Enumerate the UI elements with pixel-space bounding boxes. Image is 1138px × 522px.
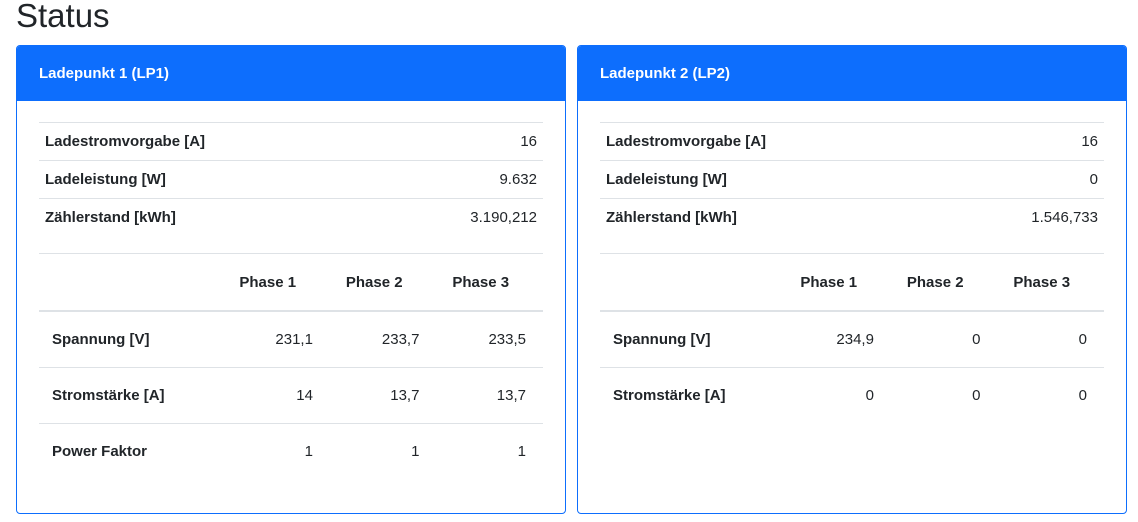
summary-table: Ladestromvorgabe [A] 16 Ladeleistung [W] 9.… bbox=[39, 122, 543, 236]
phase-header: Phase 3 bbox=[427, 253, 534, 312]
empty-header bbox=[39, 253, 215, 312]
row-value: 1.546,733 bbox=[945, 198, 1104, 236]
phase-value: 233,5 bbox=[427, 311, 534, 368]
phase-value: 1 bbox=[517, 443, 526, 460]
card-header: Ladepunkt 2 (LP2) bbox=[578, 46, 1126, 101]
phase-value: 0 bbox=[988, 311, 1095, 368]
card-lp1: Ladepunkt 1 (LP1) Ladestromvorgabe [A] 16 L… bbox=[16, 45, 566, 514]
phase-value: 231,1 bbox=[214, 311, 321, 368]
table-row: Ladestromvorgabe [A] 16 bbox=[39, 122, 543, 161]
row-value: 16 bbox=[384, 122, 543, 161]
row-label: Stromstärke [A] bbox=[613, 387, 726, 404]
row-label: Zählerstand [kWh] bbox=[39, 198, 385, 236]
phase-header: Phase 2 bbox=[881, 253, 989, 312]
table-row: Spannung [V] 231,1 233,7 233,5 bbox=[39, 311, 543, 368]
phase-header: Phase 2 bbox=[320, 253, 428, 312]
row-value: 9.632 bbox=[384, 160, 543, 199]
summary-table: Ladestromvorgabe [A] 16 Ladeleistung [W] 0 Z… bbox=[600, 122, 1104, 236]
phase-table: Phase 1 Phase 2 Phase 3 Spannung [V] 234,9 0 0… bbox=[600, 253, 1104, 423]
phase-value: 233,7 bbox=[320, 311, 428, 368]
spacer bbox=[534, 367, 543, 424]
row-label: Zählerstand [kWh] bbox=[600, 198, 946, 236]
spacer bbox=[1095, 253, 1104, 312]
row-label: Ladeleistung [W] bbox=[600, 160, 946, 199]
spacer bbox=[534, 424, 543, 480]
phase-value: 13,7 bbox=[320, 367, 428, 424]
phase-value: 0 bbox=[865, 387, 874, 404]
card-header: Ladepunkt 1 (LP1) bbox=[17, 46, 565, 101]
row-label: Ladeleistung [W] bbox=[39, 160, 385, 199]
spacer bbox=[534, 311, 543, 368]
spacer bbox=[1095, 368, 1104, 424]
row-label: Stromstärke [A] bbox=[39, 367, 215, 424]
table-row: Power Faktor 1 1 1 bbox=[39, 424, 543, 480]
phase-value: 13,7 bbox=[427, 367, 534, 424]
card-lp2: Ladepunkt 2 (LP2) Ladestromvorgabe [A] 16 L… bbox=[577, 45, 1127, 514]
table-row: Ladestromvorgabe [A] 16 bbox=[600, 122, 1104, 161]
row-value: 3.190,212 bbox=[384, 198, 543, 236]
table-row: Zählerstand [kWh] 3.190,212 bbox=[39, 198, 543, 236]
phase-value: 0 bbox=[881, 311, 989, 368]
row-value: 16 bbox=[945, 122, 1104, 161]
phase-value: 0 bbox=[972, 387, 981, 404]
row-label: Spannung [V] bbox=[600, 311, 776, 368]
spacer bbox=[534, 253, 543, 312]
phase-value: 0 bbox=[1078, 387, 1087, 404]
phase-value: 1 bbox=[411, 443, 420, 460]
phase-header: Phase 1 bbox=[775, 253, 882, 312]
row-value: 0 bbox=[945, 160, 1104, 199]
row-label: Ladestromvorgabe [A] bbox=[600, 122, 946, 161]
row-label: Power Faktor bbox=[52, 443, 148, 460]
phase-value: 1 bbox=[304, 443, 313, 460]
phase-value: 234,9 bbox=[775, 311, 882, 368]
phase-table: Phase 1 Phase 2 Phase 3 Spannung [V] 231,1 23… bbox=[39, 253, 543, 479]
table-row: Spannung [V] 234,9 0 0 bbox=[600, 311, 1104, 368]
table-row: Ladeleistung [W] 9.632 bbox=[39, 160, 543, 199]
table-row: Ladeleistung [W] 0 bbox=[600, 160, 1104, 199]
phase-header: Phase 3 bbox=[988, 253, 1095, 312]
row-label: Spannung [V] bbox=[39, 311, 215, 368]
empty-header bbox=[600, 253, 776, 312]
spacer bbox=[1095, 311, 1104, 368]
page-title: Status bbox=[16, 0, 110, 34]
table-row: Zählerstand [kWh] 1.546,733 bbox=[600, 198, 1104, 236]
table-row: Stromstärke [A] 14 13,7 13,7 bbox=[39, 367, 543, 424]
row-label: Ladestromvorgabe [A] bbox=[39, 122, 385, 161]
phase-value: 14 bbox=[214, 367, 321, 424]
phase-header: Phase 1 bbox=[214, 253, 321, 312]
table-row: Stromstärke [A] 0 0 0 bbox=[600, 368, 1104, 424]
